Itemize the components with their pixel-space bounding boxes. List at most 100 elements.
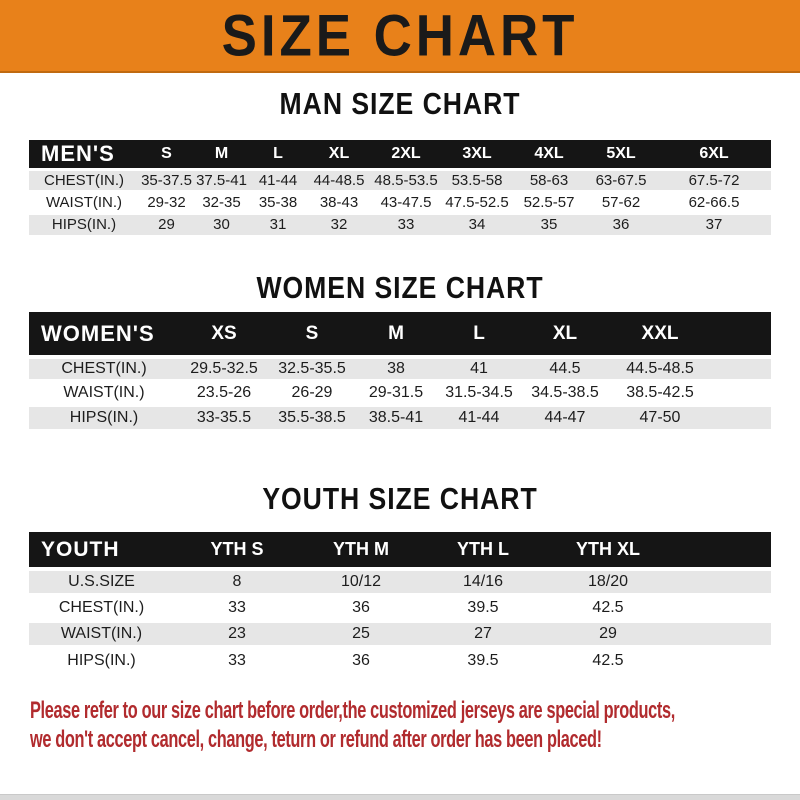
measurement-cell: 57-62 bbox=[601, 193, 641, 211]
table-row: WAIST(IN.) 23 25 27 29 bbox=[29, 621, 771, 647]
measurement-cell bbox=[672, 595, 771, 621]
row-label: WAIST(IN.) bbox=[63, 384, 145, 401]
size-column-header: S bbox=[269, 312, 355, 357]
row-label: HIPS(IN.) bbox=[51, 216, 117, 234]
measurement-cell: 35-38 bbox=[258, 193, 298, 211]
measurement-cell: 44.5-48.5 bbox=[626, 360, 694, 377]
measurement-cell: 44-47 bbox=[544, 409, 586, 426]
measurement-cell: 62-66.5 bbox=[688, 193, 740, 211]
size-column-header: XS bbox=[179, 312, 269, 357]
size-column-header: XXL bbox=[609, 312, 711, 357]
measurement-cell bbox=[711, 381, 771, 405]
measurement-cell: 31.5-34.5 bbox=[445, 384, 513, 401]
size-column-header bbox=[672, 532, 771, 569]
man-section-heading: MAN SIZE CHART bbox=[279, 86, 521, 121]
measurement-cell: 37.5-41 bbox=[196, 171, 247, 189]
measurement-cell: 36 bbox=[612, 216, 630, 234]
size-column-header: M bbox=[194, 140, 249, 169]
table-row: CHEST(IN.) 29.5-32.5 32.5-35.5 38 41 44.5 44.5… bbox=[29, 357, 771, 381]
size-column-header: S bbox=[139, 140, 194, 169]
table-row: CHEST(IN.) 35-37.5 37.5-41 41-44 44-48.5 48.5… bbox=[29, 169, 771, 191]
men-table-body: CHEST(IN.) 35-37.5 37.5-41 41-44 44-48.5 48.5… bbox=[29, 169, 771, 235]
size-column-header: 3XL bbox=[441, 140, 513, 169]
row-label: HIPS(IN.) bbox=[67, 652, 136, 669]
measurement-cell: 38.5-41 bbox=[368, 409, 424, 426]
size-column-header: XL bbox=[307, 140, 371, 169]
table-row: U.S.SIZE 8 10/12 14/16 18/20 bbox=[29, 569, 771, 595]
measurement-cell: 23 bbox=[228, 625, 246, 642]
size-column-header bbox=[711, 312, 771, 357]
table-row: WAIST(IN.) 29-32 32-35 35-38 38-43 43-47.5 47.… bbox=[29, 191, 771, 213]
measurement-cell: 30 bbox=[213, 216, 230, 234]
size-column-header: XL bbox=[521, 312, 609, 357]
measurement-cell: 38-43 bbox=[319, 193, 359, 211]
size-column-header: YTH S bbox=[174, 532, 300, 569]
measurement-cell: 33 bbox=[228, 652, 246, 669]
measurement-cell: 48.5-53.5 bbox=[374, 171, 438, 189]
measurement-cell: 44.5 bbox=[549, 360, 581, 377]
measurement-cell: 32 bbox=[330, 216, 348, 234]
size-column-header: YTH M bbox=[300, 532, 422, 569]
row-label: CHEST(IN.) bbox=[44, 171, 124, 189]
row-label: HIPS(IN.) bbox=[69, 409, 139, 426]
header-row: WOMEN'S XS S M L XL XXL bbox=[29, 312, 771, 357]
measurement-cell bbox=[672, 621, 771, 647]
measurement-cell: 35-37.5 bbox=[141, 171, 192, 189]
measurement-cell: 27 bbox=[474, 625, 492, 642]
measurement-cell: 67.5-72 bbox=[688, 171, 740, 189]
measurement-cell: 33 bbox=[228, 599, 246, 616]
order-policy-note: Please refer to our size chart before or… bbox=[30, 696, 800, 754]
measurement-cell: 29.5-32.5 bbox=[190, 360, 258, 377]
measurement-cell: 26-29 bbox=[291, 384, 333, 401]
measurement-cell: 41-44 bbox=[258, 171, 298, 189]
measurement-cell: 33-35.5 bbox=[196, 409, 252, 426]
measurement-cell: 36 bbox=[352, 652, 370, 669]
measurement-cell: 35.5-38.5 bbox=[278, 409, 346, 426]
measurement-cell: 58-63 bbox=[529, 171, 569, 189]
order-policy-line-2: we don't accept cancel, change, teturn o… bbox=[30, 726, 602, 753]
measurement-cell: 29 bbox=[599, 625, 617, 642]
measurement-cell: 44-48.5 bbox=[313, 171, 365, 189]
youth-section-heading: YOUTH SIZE CHART bbox=[262, 481, 538, 516]
table-row: WAIST(IN.) 23.5-26 26-29 29-31.5 31.5-34.5 34… bbox=[29, 381, 771, 405]
bottom-divider bbox=[0, 794, 800, 800]
row-label: CHEST(IN.) bbox=[61, 360, 147, 377]
measurement-cell: 39.5 bbox=[467, 652, 499, 669]
size-column-header: M bbox=[355, 312, 437, 357]
size-column-header: L bbox=[437, 312, 521, 357]
size-column-header: L bbox=[249, 140, 307, 169]
women-table-header: WOMEN'S XS S M L XL XXL bbox=[29, 312, 771, 357]
measurement-cell: 53.5-58 bbox=[451, 171, 503, 189]
measurement-cell: 32.5-35.5 bbox=[278, 360, 346, 377]
measurement-cell: 41 bbox=[470, 360, 488, 377]
table-title: MEN'S bbox=[29, 140, 139, 169]
table-row: CHEST(IN.) 33 36 39.5 42.5 bbox=[29, 595, 771, 621]
banner-title: SIZE CHART bbox=[221, 3, 579, 68]
row-label: CHEST(IN.) bbox=[58, 599, 145, 616]
size-column-header: YTH L bbox=[422, 532, 544, 569]
size-column-header: 5XL bbox=[585, 140, 657, 169]
measurement-cell bbox=[672, 569, 771, 595]
size-column-header: 6XL bbox=[657, 140, 771, 169]
measurement-cell: 29 bbox=[158, 216, 175, 234]
measurement-cell: 36 bbox=[352, 599, 370, 616]
row-label: WAIST(IN.) bbox=[60, 625, 143, 642]
measurement-cell: 41-44 bbox=[458, 409, 500, 426]
measurement-cell: 8 bbox=[232, 573, 242, 590]
row-label: WAIST(IN.) bbox=[45, 193, 123, 211]
measurement-cell: 42.5 bbox=[592, 652, 624, 669]
measurement-cell: 47.5-52.5 bbox=[445, 193, 509, 211]
measurement-cell: 47-50 bbox=[639, 409, 681, 426]
measurement-cell: 32-35 bbox=[202, 193, 241, 211]
header-row: YOUTH YTH S YTH M YTH L YTH XL bbox=[29, 532, 771, 569]
women-table-body: CHEST(IN.) 29.5-32.5 32.5-35.5 38 41 44.5 44.5… bbox=[29, 357, 771, 429]
measurement-cell: 39.5 bbox=[467, 599, 499, 616]
measurement-cell: 38.5-42.5 bbox=[626, 384, 694, 401]
youth-table-body: U.S.SIZE 8 10/12 14/16 18/20 CHEST(IN.) 33 36 39… bbox=[29, 569, 771, 673]
measurement-cell: 37 bbox=[705, 216, 723, 234]
measurement-cell: 14/16 bbox=[462, 573, 504, 590]
size-column-header: 2XL bbox=[371, 140, 441, 169]
header-row: MEN'S S M L XL 2XL 3XL 4XL 5XL 6XL bbox=[29, 140, 771, 169]
measurement-cell: 29-32 bbox=[147, 193, 186, 211]
women-section-heading: WOMEN SIZE CHART bbox=[256, 270, 544, 305]
